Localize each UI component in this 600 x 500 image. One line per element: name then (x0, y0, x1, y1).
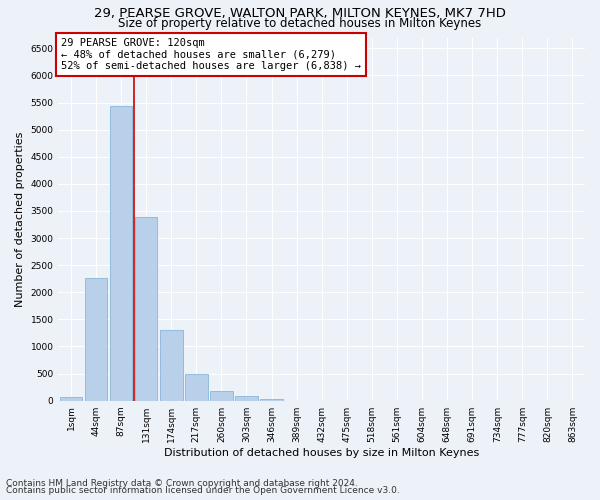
Bar (110, 106, 133, 401)
Bar (85, 278, 107, 400)
Bar (59, 396, 82, 400)
Bar (185, 374, 208, 400)
Text: Size of property relative to detached houses in Milton Keynes: Size of property relative to detached ho… (118, 18, 482, 30)
Bar (160, 330, 182, 400)
Bar (135, 218, 157, 400)
Bar (235, 396, 258, 400)
X-axis label: Distribution of detached houses by size in Milton Keynes: Distribution of detached houses by size … (164, 448, 479, 458)
Bar (210, 390, 233, 400)
Text: Contains HM Land Registry data © Crown copyright and database right 2024.: Contains HM Land Registry data © Crown c… (6, 478, 358, 488)
Text: 29 PEARSE GROVE: 120sqm
← 48% of detached houses are smaller (6,279)
52% of semi: 29 PEARSE GROVE: 120sqm ← 48% of detache… (61, 38, 361, 71)
Text: 29, PEARSE GROVE, WALTON PARK, MILTON KEYNES, MK7 7HD: 29, PEARSE GROVE, WALTON PARK, MILTON KE… (94, 8, 506, 20)
Bar (260, 398, 283, 400)
Text: Contains public sector information licensed under the Open Government Licence v3: Contains public sector information licen… (6, 486, 400, 495)
Y-axis label: Number of detached properties: Number of detached properties (15, 132, 25, 307)
